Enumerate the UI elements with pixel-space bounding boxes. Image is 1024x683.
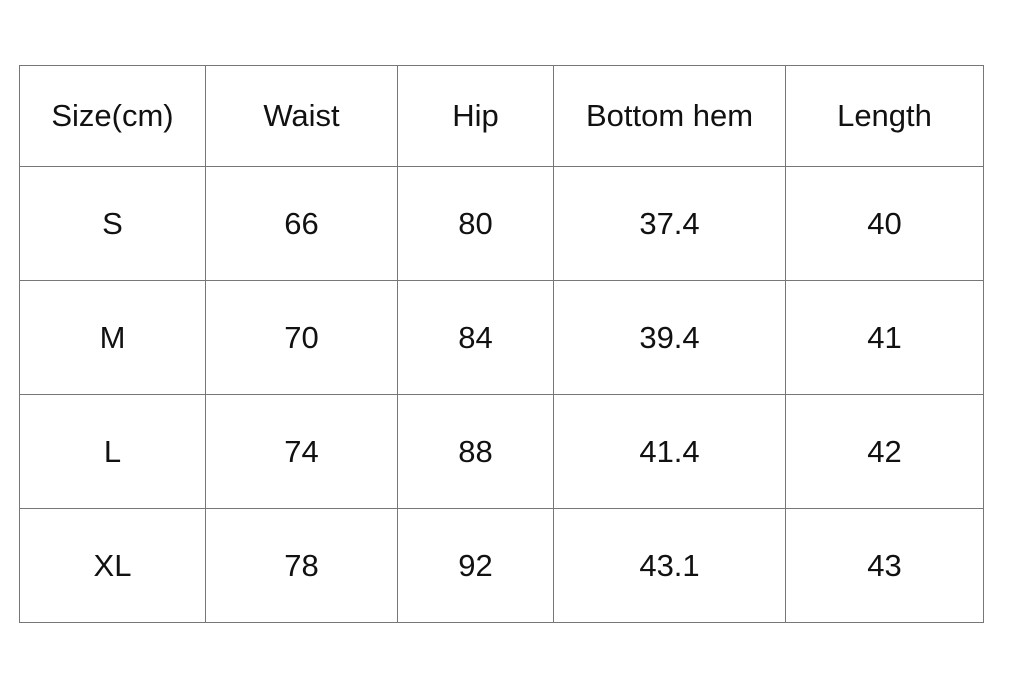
table-cell: 92	[397, 508, 554, 623]
table-cell: 66	[205, 166, 398, 281]
table-cell: 43.1	[553, 508, 786, 623]
column-header: Bottom hem	[553, 65, 786, 167]
table-cell: XL	[19, 508, 206, 623]
table-cell: 74	[205, 394, 398, 509]
table-cell: 40	[785, 166, 984, 281]
column-header: Waist	[205, 65, 398, 167]
table-cell: 84	[397, 280, 554, 395]
table-cell: 37.4	[553, 166, 786, 281]
header-row: Size(cm) Waist Hip Bottom hem Length	[19, 65, 984, 167]
table-cell: 42	[785, 394, 984, 509]
table-cell: 43	[785, 508, 984, 623]
table-row: S 66 80 37.4 40	[19, 166, 984, 281]
table-row: XL 78 92 43.1 43	[19, 508, 984, 623]
table-cell: 41	[785, 280, 984, 395]
table-cell: 78	[205, 508, 398, 623]
table-cell: 80	[397, 166, 554, 281]
table-cell: 70	[205, 280, 398, 395]
table-cell: 41.4	[553, 394, 786, 509]
column-header: Size(cm)	[19, 65, 206, 167]
table-cell: M	[19, 280, 206, 395]
column-header: Length	[785, 65, 984, 167]
size-chart-table: Size(cm) Waist Hip Bottom hem Length S 66 80 37.…	[19, 65, 984, 623]
table-cell: 39.4	[553, 280, 786, 395]
table-cell: L	[19, 394, 206, 509]
table-row: L 74 88 41.4 42	[19, 394, 984, 509]
table-cell: S	[19, 166, 206, 281]
column-header: Hip	[397, 65, 554, 167]
table-row: M 70 84 39.4 41	[19, 280, 984, 395]
table-cell: 88	[397, 394, 554, 509]
